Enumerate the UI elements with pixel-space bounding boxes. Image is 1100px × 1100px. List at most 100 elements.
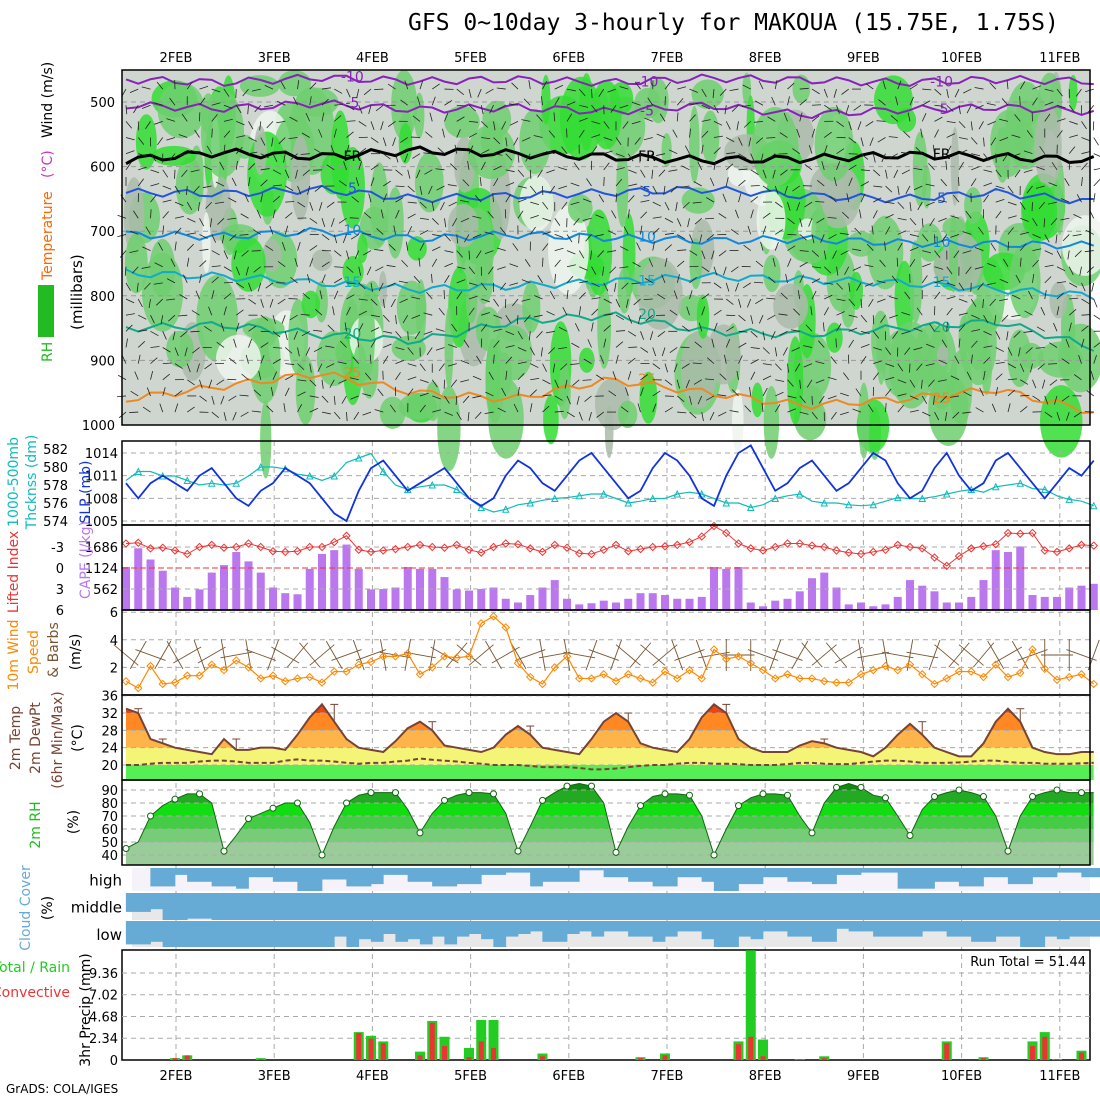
cloud-low-bar [1044, 921, 1058, 937]
wind-barb [187, 406, 195, 413]
cloud-low-bar [799, 921, 813, 937]
cloud-high-bar [456, 868, 470, 885]
li-point [746, 544, 755, 553]
wind-barb [221, 234, 225, 244]
wind-barb [1093, 354, 1097, 364]
wind-barb [750, 347, 760, 349]
cape-tick-label: 1124 [85, 562, 118, 577]
wind-barb [1001, 98, 1009, 106]
wind-barb [689, 411, 697, 419]
wind-barb [805, 324, 813, 332]
cloud-low-bar [493, 921, 507, 947]
wind-barb [1051, 162, 1058, 171]
wind-barb [827, 376, 837, 381]
thickness-point [428, 480, 437, 489]
wind-barb [726, 137, 735, 143]
wind-barb [343, 161, 347, 170]
wind-barb [462, 179, 470, 187]
wind-barb [223, 293, 232, 300]
run-total-label: Run Total = 51.44 [970, 955, 1086, 970]
wind-barb [811, 115, 820, 122]
wind-barb [673, 363, 678, 373]
wind-barb-10m [1017, 649, 1048, 661]
cloud-low-bar [701, 921, 715, 940]
wind-speed-point [330, 667, 339, 676]
wind-label-3: & Barbs [46, 622, 62, 678]
wind-barb [205, 201, 213, 209]
cloud-middle-bar [922, 893, 935, 920]
wind-barb [787, 96, 790, 106]
wind-barb [517, 198, 527, 203]
cape-bar [440, 577, 449, 610]
wind-barb [799, 99, 807, 106]
cloud-middle-bar [1032, 893, 1046, 920]
wind-barb [602, 266, 605, 276]
wind-barb [718, 250, 727, 257]
wind-barb [711, 338, 715, 348]
cloud-high-bar [762, 868, 776, 878]
wind-barb [390, 298, 396, 308]
wind-barb [166, 278, 176, 284]
wind-barb [897, 217, 907, 221]
wind-barb [468, 120, 478, 123]
cloud-high-bar [395, 868, 409, 875]
wind-barb [1081, 314, 1091, 316]
wind-barb [354, 250, 360, 260]
wind-barb [223, 130, 231, 138]
cloud-low-bar [824, 921, 837, 942]
wind-barb-10m [430, 646, 459, 664]
wind-barb [1011, 294, 1021, 300]
thickness-tick-label: 574 [43, 515, 68, 530]
wind-barb [934, 411, 940, 421]
wind-barb [357, 338, 360, 348]
rh-point [906, 832, 914, 839]
cloud-middle-bar [297, 893, 311, 920]
wind-barb [472, 215, 482, 219]
date-label-top: 5FEB [454, 51, 487, 66]
li-point [954, 551, 964, 561]
cloud-high-bar [909, 868, 923, 889]
wind-barb [1068, 308, 1077, 316]
wind-barb [401, 259, 409, 268]
wind-barb [860, 169, 871, 172]
wind-speed-point [918, 670, 927, 679]
rh-shading-patch [311, 249, 333, 271]
wind-barb [472, 234, 482, 239]
wind-barb [269, 225, 274, 235]
wind-barb [1007, 403, 1011, 413]
wind-barb [994, 315, 997, 325]
wind-barb [794, 363, 801, 372]
cape-bar [612, 602, 620, 610]
wind-barb [783, 112, 788, 122]
wind-barb [272, 195, 281, 203]
wind-barb [619, 104, 629, 109]
cloud-middle-label: middle [71, 899, 122, 917]
wind-barb-10m [615, 644, 641, 666]
wind-barb [566, 250, 576, 255]
wind-barb [640, 200, 650, 203]
cloud-high-bar [554, 868, 568, 882]
wind-barb [293, 331, 298, 340]
cloud-middle-bar [799, 893, 813, 920]
rh-shading-patch [634, 87, 661, 119]
wind-barb [750, 196, 759, 203]
li-point [366, 547, 376, 557]
wind-barb [615, 341, 624, 348]
wind-barb [248, 177, 251, 187]
li-point [844, 548, 853, 557]
wind-barb [731, 104, 739, 112]
date-label-bottom: 2FEB [160, 1069, 193, 1084]
li-point [195, 542, 204, 552]
li-tick-label: 6 [56, 604, 64, 619]
wind-barb-10m [299, 642, 321, 668]
thickness-point [942, 489, 951, 498]
wind-barb [162, 331, 167, 340]
wind-barb [528, 80, 531, 90]
cloud-middle-bar [456, 893, 470, 920]
rh-frame [121, 779, 1091, 866]
rh-point [269, 804, 277, 812]
wind-barb [352, 356, 360, 364]
convective-bar [172, 1058, 178, 1060]
cloud-high-bar [897, 868, 911, 889]
cloud-low-bar [150, 921, 164, 942]
